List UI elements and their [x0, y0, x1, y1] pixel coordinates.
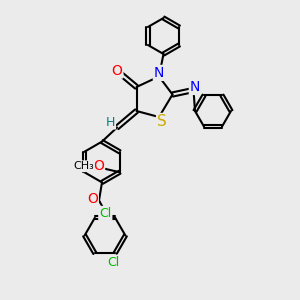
Text: O: O: [112, 64, 122, 77]
Text: Cl: Cl: [108, 256, 120, 269]
Text: H: H: [106, 116, 115, 129]
Text: CH₃: CH₃: [73, 161, 94, 171]
Text: S: S: [157, 114, 167, 129]
Text: N: N: [190, 80, 200, 94]
Text: O: O: [93, 159, 104, 173]
Text: Cl: Cl: [99, 207, 111, 220]
Text: N: N: [154, 66, 164, 80]
Text: O: O: [87, 192, 98, 206]
